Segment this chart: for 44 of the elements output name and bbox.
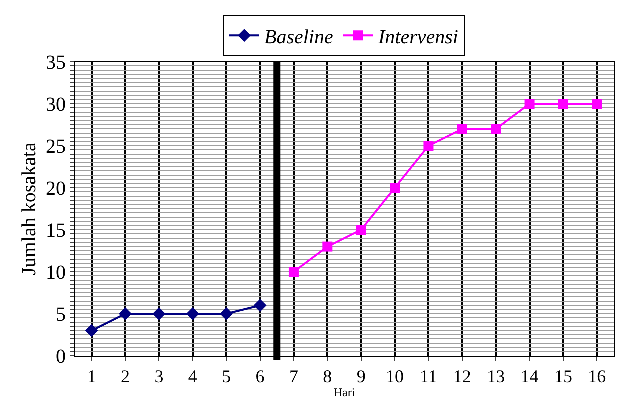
point — [322, 242, 333, 252]
y-tick-label: 25 — [46, 136, 66, 158]
y-tick-label: 30 — [46, 94, 66, 116]
point — [491, 124, 502, 134]
x-tick-label: 15 — [554, 366, 572, 387]
point — [220, 308, 234, 320]
point — [85, 324, 98, 338]
x-tick-label: 12 — [453, 366, 472, 387]
y-tick-label: 35 — [46, 52, 66, 74]
point — [152, 308, 166, 320]
y-tick-label: 20 — [46, 178, 66, 200]
x-tick-label: 9 — [356, 366, 366, 387]
x-tick-label: 8 — [323, 366, 332, 387]
x-tick-label: 7 — [289, 366, 298, 387]
x-tick-label: 1 — [87, 366, 96, 387]
y-axis-title: Jumlah kosakata — [18, 142, 40, 276]
y-tick-label: 5 — [56, 304, 66, 326]
x-tick-label: 6 — [256, 366, 265, 387]
point — [424, 141, 434, 151]
point — [558, 99, 568, 109]
x-axis-title: Hari — [334, 386, 356, 400]
point — [592, 99, 602, 109]
point — [186, 308, 200, 320]
point — [119, 308, 132, 320]
point — [457, 124, 468, 134]
x-tick-label: 16 — [588, 366, 606, 387]
x-tick-label: 4 — [188, 366, 198, 387]
legend-label: Intervensi — [377, 26, 458, 48]
x-tick-label: 3 — [154, 366, 164, 387]
x-tick-label: 10 — [386, 366, 404, 387]
y-tick-label: 10 — [46, 262, 66, 284]
point — [356, 225, 366, 235]
y-tick-label: 15 — [46, 220, 66, 242]
x-tick-label: 5 — [222, 366, 232, 387]
point — [254, 299, 267, 312]
y-tick-label: 0 — [56, 346, 66, 368]
x-tick-label: 11 — [420, 366, 438, 387]
x-tick-label: 2 — [121, 366, 130, 387]
x-tick-label: 13 — [487, 366, 506, 387]
point — [288, 267, 299, 277]
point — [390, 183, 400, 193]
point — [524, 99, 535, 109]
x-tick-label: 14 — [520, 366, 539, 387]
legend-label: Baseline — [264, 26, 334, 48]
